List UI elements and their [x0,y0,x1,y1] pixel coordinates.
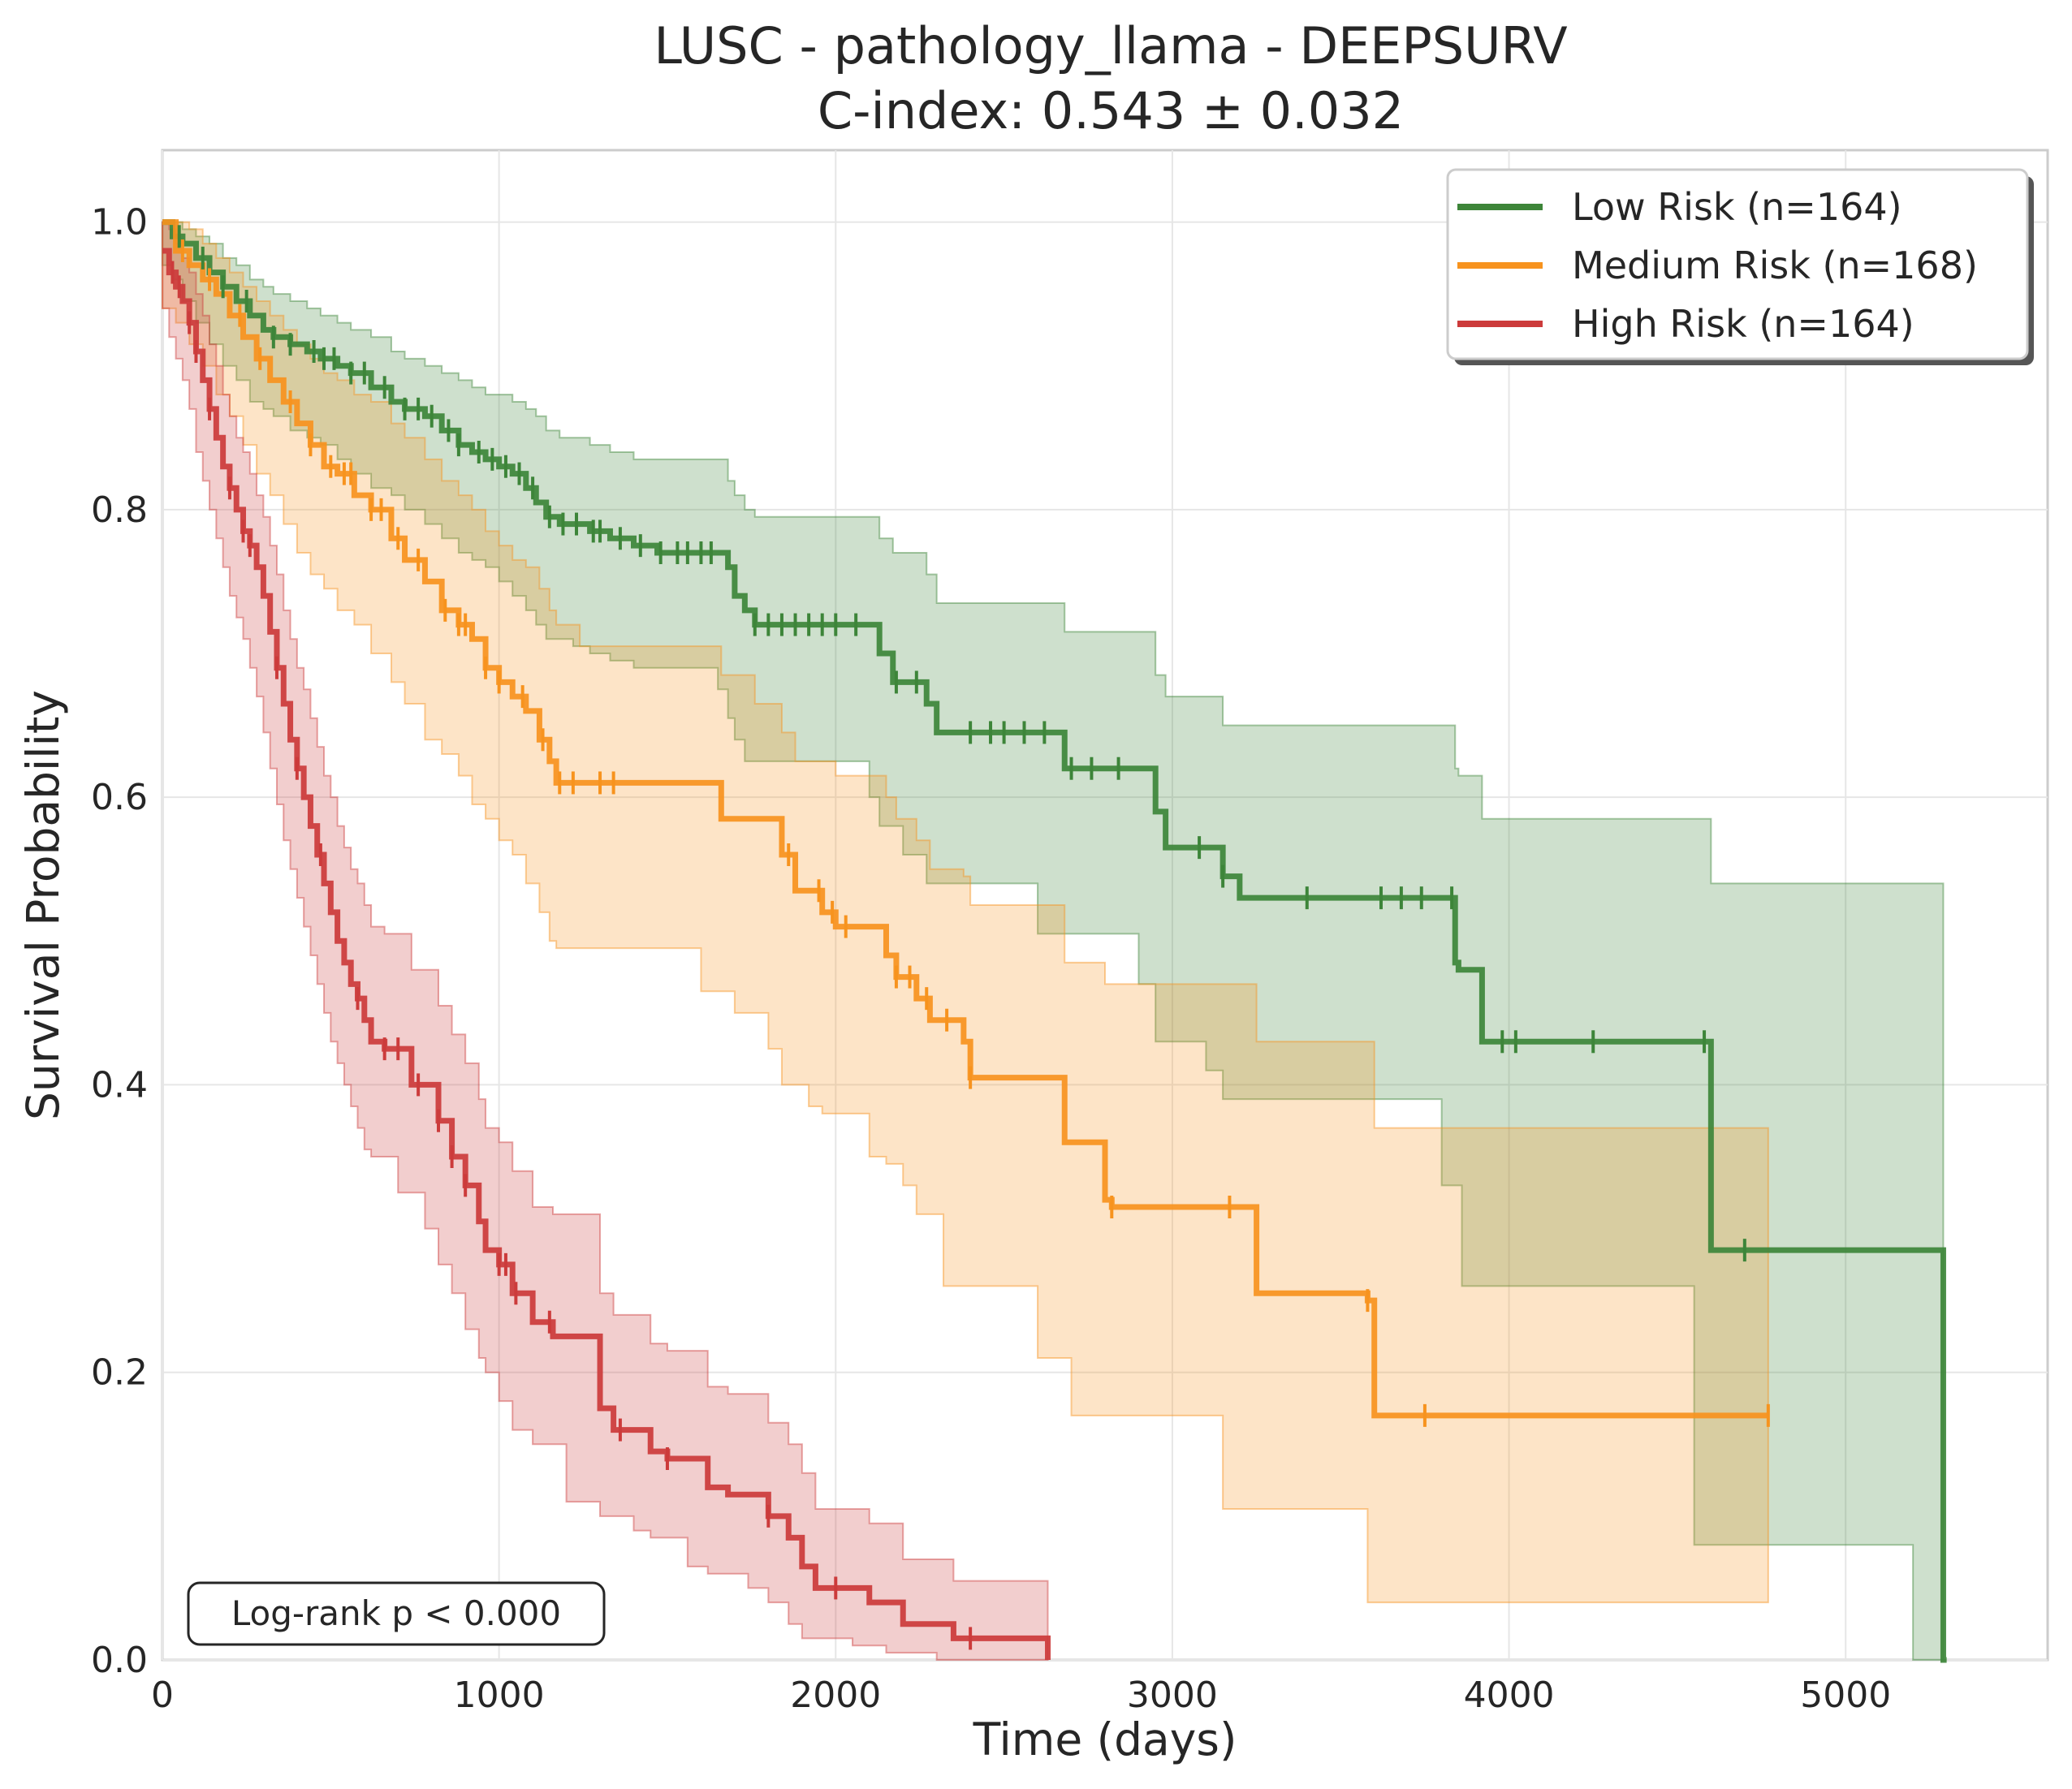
low-risk-curve [162,219,1947,1663]
annotation-box [187,1581,606,1646]
chart-title: LUSC - pathology_llama - DEEPSURV [654,16,1567,75]
x-tick-label: 0 [151,1675,174,1716]
medium-risk-ci-band [162,221,1769,1604]
y-axis-label: Survival Probability [17,690,69,1120]
legend-box [1446,168,2029,360]
low-risk-legend-label: Low Risk (n=164) [1572,185,1902,229]
y-axis-ticks: 0.0 0.2 0.4 0.6 0.8 1.0 [91,202,148,1681]
medium-risk-legend-label: Medium Risk (n=168) [1572,244,1978,287]
chart-subtitle: C-index: 0.543 ± 0.032 [818,81,1404,140]
x-tick-label: 1000 [454,1675,545,1716]
y-tick-label: 0.6 [91,777,148,818]
x-tick-label: 2000 [790,1675,881,1716]
legend: Low Risk (n=164) Medium Risk (n=168) High … [1446,168,2034,365]
y-tick-label: 0.8 [91,489,148,531]
censor-marks [171,225,1770,1650]
x-axis-label: Time (days) [973,1714,1237,1765]
x-tick-label: 5000 [1800,1675,1891,1716]
x-tick-label: 4000 [1464,1675,1555,1716]
low-risk-ci-band [162,221,1947,1661]
x-axis-ticks: 0 1000 2000 3000 4000 5000 [151,1675,1891,1716]
high-risk-legend-label: High Risk (n=164) [1572,302,1914,346]
y-tick-label: 0.2 [91,1352,148,1394]
x-tick-label: 3000 [1127,1675,1218,1716]
legend-items: Low Risk (n=164) Medium Risk (n=168) High … [1457,185,1978,346]
y-tick-label: 0.4 [91,1064,148,1106]
high-risk-curve [162,248,1051,1660]
y-tick-label: 0.0 [91,1640,148,1681]
gridlines [162,150,2048,1661]
plot-area [161,149,2049,1662]
annotation-text: Log-rank p < 0.000 [231,1593,561,1633]
y-tick-label: 1.0 [91,202,148,244]
logrank-annotation: Log-rank p < 0.000 [187,1581,606,1646]
